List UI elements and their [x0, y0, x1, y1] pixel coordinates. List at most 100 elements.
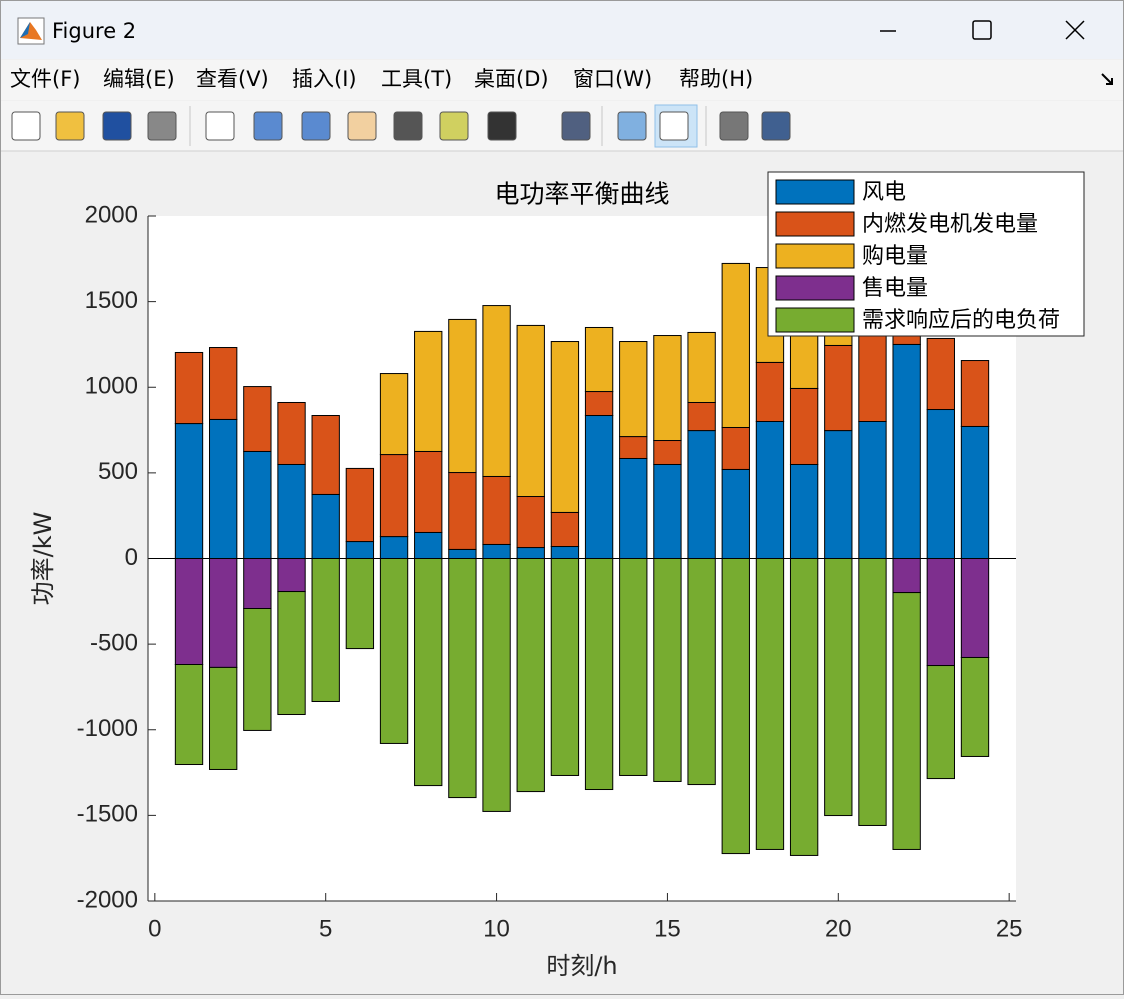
toolbar-button[interactable]	[11, 111, 41, 141]
bar-segment	[619, 457, 648, 559]
toolbar-button[interactable]	[487, 111, 517, 141]
legend-label: 售电量	[862, 276, 928, 301]
toolbar-button[interactable]	[761, 111, 791, 141]
bar-segment	[345, 558, 375, 650]
toolbar-button[interactable]	[393, 111, 423, 141]
bar-segment	[550, 546, 580, 560]
bar-segment	[824, 558, 853, 817]
bar-segment	[345, 467, 375, 543]
bar-segment	[892, 592, 921, 850]
bar-segment	[482, 475, 511, 545]
bar-segment	[687, 430, 716, 560]
bar-segment	[414, 558, 443, 787]
bar-segment	[824, 344, 853, 432]
bar-segment	[311, 415, 340, 495]
bar-segment	[209, 418, 238, 559]
toolbar-button[interactable]	[659, 111, 689, 141]
toolbar-button[interactable]	[205, 111, 235, 141]
x-axis-label: 时刻/h	[546, 952, 617, 980]
y-tick-label: -2000	[77, 886, 138, 913]
y-tick-label: 1500	[85, 287, 138, 314]
bar-segment	[584, 326, 614, 393]
toolbar-button[interactable]	[102, 111, 132, 141]
menu-item[interactable]: 文件(F)	[10, 67, 80, 91]
bar-segment	[209, 558, 238, 668]
bar-segment	[379, 558, 409, 744]
menu-item[interactable]: 帮助(H)	[679, 67, 753, 91]
bar-segment	[345, 541, 375, 560]
bar-segment	[584, 558, 614, 791]
bar-segment	[584, 391, 614, 417]
y-tick-label: -1500	[77, 801, 138, 828]
dock-arrow[interactable]	[1101, 73, 1113, 85]
maximize-button[interactable]	[972, 20, 992, 40]
bar-segment	[277, 401, 306, 465]
bar-segment	[174, 423, 204, 559]
toolbar-button[interactable]	[347, 111, 377, 141]
legend-swatch	[775, 243, 855, 269]
y-tick-label: 0	[125, 544, 138, 571]
x-tick-label: 20	[825, 915, 852, 942]
bar-segment	[379, 454, 409, 538]
toolbar-button[interactable]	[719, 111, 749, 141]
legend-swatch	[775, 307, 855, 333]
menu-item[interactable]: 窗口(W)	[573, 67, 652, 91]
menu-item[interactable]: 查看(V)	[196, 67, 269, 91]
bar-segment	[619, 341, 648, 438]
bar-segment	[653, 440, 682, 465]
bar-segment	[448, 472, 477, 550]
legend-swatch	[775, 275, 855, 301]
menu-item[interactable]: 插入(I)	[292, 67, 357, 91]
menu-item[interactable]: 工具(T)	[381, 67, 452, 91]
bar-segment	[174, 351, 204, 425]
x-tick-label: 5	[319, 915, 332, 942]
bar-segment	[550, 341, 580, 513]
bar-segment	[414, 531, 443, 559]
toolbar-icons	[11, 104, 791, 148]
bar-segment	[482, 558, 511, 812]
bar-segment	[926, 665, 955, 780]
toolbar-button[interactable]	[439, 111, 469, 141]
close-button[interactable]	[1065, 20, 1085, 40]
bar-segment	[311, 493, 340, 560]
toolbar-button[interactable]	[147, 111, 177, 141]
bar-segment	[858, 421, 887, 559]
bar-segment	[653, 463, 682, 560]
bar-segment	[482, 305, 511, 477]
bar-segment	[960, 425, 990, 559]
bar-segment	[243, 608, 272, 731]
bar-segment	[516, 496, 545, 549]
toolbar-button[interactable]	[253, 111, 283, 141]
bar-segment	[277, 463, 306, 560]
toolbar-button[interactable]	[55, 111, 85, 141]
toolbar-button[interactable]	[561, 111, 591, 141]
bar-segment	[755, 421, 785, 559]
bar-segment	[653, 558, 682, 782]
bar-segment	[687, 331, 716, 403]
menu-group: 文件(F) 编辑(E) 查看(V) 插入(I) 工具(T) 桌面(D) 窗口(W) 帮助(H)	[10, 67, 753, 91]
bar-segment	[311, 558, 340, 702]
y-axis-label: 功率/kW	[29, 512, 57, 606]
menu-item[interactable]: 编辑(E)	[103, 67, 175, 91]
legend-swatch	[775, 211, 855, 237]
bar-segment	[755, 558, 785, 850]
bar-segment	[653, 335, 682, 442]
bar-segment	[721, 468, 750, 560]
x-tick-label: 25	[996, 915, 1023, 942]
bar-segment	[174, 558, 204, 666]
bar-segment	[619, 558, 648, 776]
bar-segment	[687, 558, 716, 786]
legend-label: 风电	[862, 180, 906, 205]
bar-segment	[243, 386, 272, 452]
toolbar-button[interactable]	[617, 111, 647, 141]
title-bar	[1, 1, 1123, 59]
menu-item[interactable]: 桌面(D)	[474, 67, 549, 91]
bar-segment	[174, 664, 204, 766]
bar-segment	[789, 387, 819, 465]
bar-segment	[209, 347, 238, 420]
bar-segment	[926, 558, 955, 667]
bar-segment	[243, 558, 272, 610]
bar-segment	[414, 450, 443, 533]
toolbar-button[interactable]	[301, 111, 331, 141]
